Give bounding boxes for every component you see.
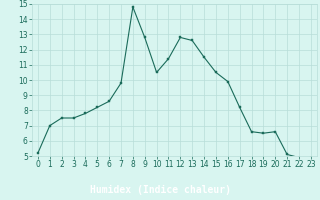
Text: Humidex (Indice chaleur): Humidex (Indice chaleur) <box>90 185 230 195</box>
